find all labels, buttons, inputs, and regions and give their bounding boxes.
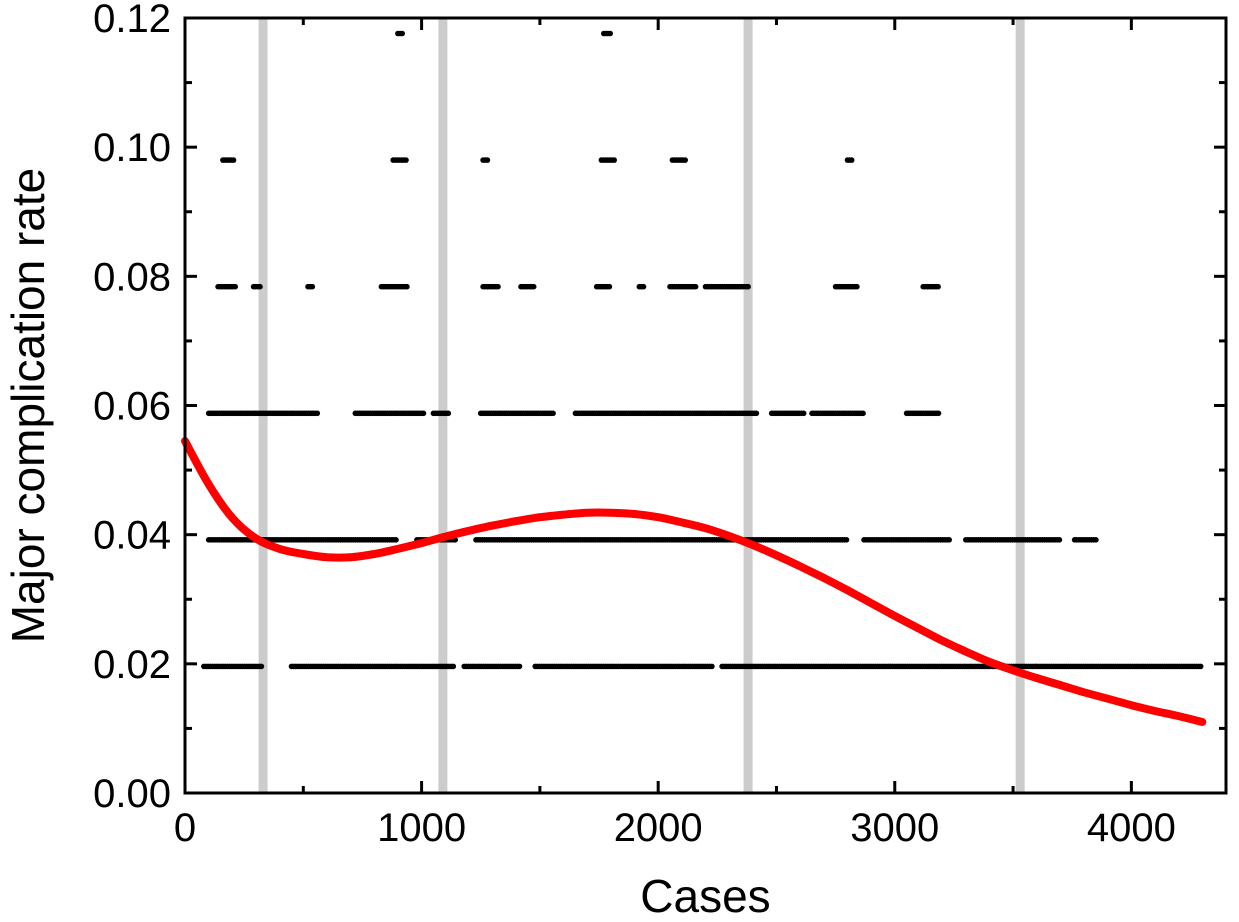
data-point <box>946 537 952 543</box>
data-point <box>232 283 238 290</box>
y-tick-label: 0.08 <box>93 255 171 299</box>
data-point <box>404 283 410 290</box>
x-tick-label: 4000 <box>1087 806 1176 850</box>
data-point <box>745 283 751 290</box>
data-point <box>848 157 855 163</box>
data-point <box>1093 537 1099 543</box>
y-tick-label: 0.00 <box>93 772 171 816</box>
data-point <box>1197 663 1204 670</box>
data-point <box>257 283 263 290</box>
data-point <box>860 410 866 417</box>
data-point <box>495 283 501 290</box>
data-point <box>607 30 613 37</box>
y-tick-label: 0.10 <box>93 126 171 170</box>
y-tick-label: 0.02 <box>93 643 171 687</box>
data-point <box>450 663 457 670</box>
data-point <box>611 157 617 163</box>
data-point <box>550 410 556 417</box>
x-tick-label: 2000 <box>614 806 703 850</box>
fit-curve <box>181 437 1207 726</box>
data-point <box>314 410 321 417</box>
data-point <box>230 157 237 163</box>
x-tick-label: 1000 <box>377 806 466 850</box>
axis-ticks: 0 1000 2000 3000 4000 0.00 0.02 0.04 0.06 0.08 0.1… <box>93 0 1226 850</box>
data-point <box>709 663 715 670</box>
data-point <box>640 283 647 290</box>
data-point <box>753 410 760 417</box>
data-point <box>935 283 941 290</box>
x-axis-title: Cases <box>640 870 770 922</box>
data-point <box>530 283 537 290</box>
data-point <box>445 410 452 417</box>
data-point <box>399 30 406 37</box>
x-tick-label: 3000 <box>850 806 939 850</box>
data-point <box>1056 537 1063 543</box>
data-point <box>403 157 409 163</box>
data-point <box>258 663 265 670</box>
data-point <box>935 410 942 417</box>
scatter-points <box>201 30 1204 670</box>
data-point <box>309 283 316 290</box>
y-tick-label: 0.04 <box>93 514 171 558</box>
y-tick-label: 0.06 <box>93 385 171 429</box>
data-point <box>843 537 850 543</box>
data-point <box>420 410 427 417</box>
y-axis-title: Major complication rate <box>2 168 54 644</box>
plot-frame <box>183 16 1228 795</box>
reference-lines <box>258 18 1025 793</box>
data-point <box>393 537 399 543</box>
data-point <box>682 157 688 163</box>
data-point <box>854 283 860 290</box>
data-point <box>692 283 699 290</box>
data-point <box>606 283 613 290</box>
data-point <box>800 410 807 417</box>
data-point <box>516 663 523 670</box>
data-point <box>484 157 491 163</box>
x-tick-label: 0 <box>174 806 196 850</box>
y-tick-label: 0.12 <box>93 0 171 41</box>
